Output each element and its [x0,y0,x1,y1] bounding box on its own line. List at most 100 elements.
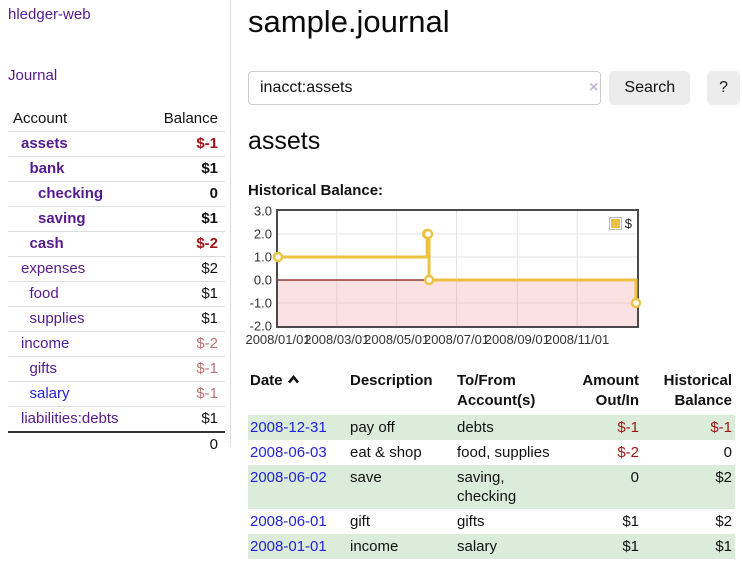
date-link[interactable]: 2008-06-03 [250,444,327,461]
account-link[interactable]: checking [38,185,104,202]
account-balance: $1 [201,210,218,227]
amount-cell: $-2 [617,444,639,461]
balance-column-header-main: Historical Balance [663,372,732,409]
account-row: gifts $-1 [8,356,225,381]
accounts-cell: food, supplies [457,444,550,461]
account-row: income $-2 [8,331,225,356]
legend-swatch [608,217,622,230]
account-link[interactable]: liabilities:debts [21,410,119,427]
balance-cell: $2 [715,513,732,530]
account-link[interactable]: saving [38,210,86,227]
journal-link[interactable]: Journal [8,67,58,84]
account-row: food $1 [8,281,225,306]
date-link[interactable]: 2008-06-01 [250,513,327,530]
account-link[interactable]: food [29,285,59,302]
accounts-cell: salary [457,538,498,555]
account-balance: $-2 [196,235,218,252]
account-balance: $2 [201,260,218,277]
x-axis-tick-label: 2008/01/01 [245,332,311,347]
accounts-total-row: 0 [8,431,225,457]
amount-cell: $1 [622,538,639,555]
search-form: × Search ? [248,71,740,105]
account-balance: $-1 [196,360,218,377]
account-balance: $-2 [196,335,218,352]
search-input[interactable] [248,71,602,105]
y-axis-tick-label: 1.0 [253,249,272,265]
balance-chart: $ 3.0 2.0 1.0 0.0 -1.0 -2.0 2008/01/01 2008/03/… [245,204,740,348]
balance-cell: $2 [715,469,732,486]
accounts-table-header: Account Balance [8,107,225,131]
balance-cell: 0 [723,444,732,461]
account-link[interactable]: gifts [29,360,58,377]
table-row: 2008-06-03 eat & shop food, supplies $-2 0 [248,440,735,465]
date-link[interactable]: 2008-01-01 [250,538,327,555]
table-row: 2008-06-02 save saving, checking 0 $2 [248,465,735,509]
account-row: expenses $2 [8,256,225,281]
account-link[interactable]: assets [21,135,68,152]
journal-nav: Journal [8,67,230,84]
description-cell: income [350,538,399,555]
account-link[interactable]: expenses [21,260,86,277]
date-link[interactable]: 2008-12-31 [250,419,327,436]
account-balance: $1 [201,310,218,327]
account-row: bank $1 [8,156,225,181]
chart-plot-area: $ [272,209,642,328]
y-axis-tick-label: -1.0 [249,295,272,311]
chart-title: Historical Balance: [248,182,384,199]
y-axis-tick-label: -2.0 [249,318,272,334]
sort-ascending-icon [287,374,299,384]
account-row: liabilities:debts $1 [8,406,225,431]
account-row: saving $1 [8,206,225,231]
help-button[interactable]: ? [707,71,740,105]
date-column-header[interactable]: Date [248,369,348,415]
account-link[interactable]: salary [29,385,70,402]
account-balance: $1 [201,285,218,302]
y-axis-tick-label: 2.0 [253,226,272,242]
account-balance: $1 [201,160,218,177]
y-axis-tick-label: 3.0 [253,203,272,219]
amount-cell: $-1 [617,419,639,436]
x-axis-tick-label: 2008/07/01 [423,332,490,347]
account-row: salary $-1 [8,381,225,406]
brand-link[interactable]: hledger-web [8,6,91,23]
sidebar: hledger-web Journal Account Balance asse… [0,0,231,453]
account-balance: $-1 [196,385,218,402]
account-row: checking 0 [8,181,225,206]
description-cell: gift [350,513,371,530]
amount-cell: 0 [630,469,639,486]
x-axis-tick-label: 2008/11/01 [545,332,610,347]
table-row: 2008-01-01 income salary $1 $1 [248,534,735,559]
account-link[interactable]: bank [29,160,65,177]
register-table-body: 2008-12-31 pay off debts $-1 $-1 2008-06-03 ea… [248,415,735,559]
account-column-header: Account [13,110,68,127]
description-cell: pay off [350,419,395,436]
balance-cell: $-1 [710,419,732,436]
legend-label: $ [624,216,632,231]
register-table: Date Description To/From Account(s) Amou… [248,369,735,559]
account-link[interactable]: cash [29,235,64,252]
description-column-header: Description [350,372,433,389]
account-row: cash $-2 [8,231,225,256]
date-header-label: Date [250,372,283,389]
accounts-cell: gifts [457,513,485,530]
amount-cell: $1 [622,513,639,530]
x-axis-tick-label: 2008/05/01 [364,332,430,347]
balance-column-header: Balance [163,110,218,127]
account-link[interactable]: income [21,335,70,352]
x-axis-tick-label: 2008/09/01 [484,332,550,347]
account-balance: $1 [201,410,218,427]
table-row: 2008-12-31 pay off debts $-1 $-1 [248,415,735,440]
clear-search-icon[interactable]: × [589,79,599,96]
brand: hledger-web [8,6,230,23]
account-link[interactable]: supplies [29,310,85,327]
main-content: sample.journal × Search ? assets Histori… [245,0,740,559]
register-header-row: Date Description To/From Account(s) Amou… [248,369,735,415]
x-axis-tick-label: 2008/03/01 [304,332,370,347]
date-link[interactable]: 2008-06-02 [250,469,327,486]
accounts-table: Account Balance assets $-1 bank $1 checking 0… [8,107,225,457]
accounts-cell: saving, checking [457,469,517,505]
page-title: sample.journal [248,4,450,39]
account-balance: 0 [209,185,218,202]
accounts-column-header: To/From Account(s) [457,372,536,409]
search-button[interactable]: Search [609,71,691,105]
